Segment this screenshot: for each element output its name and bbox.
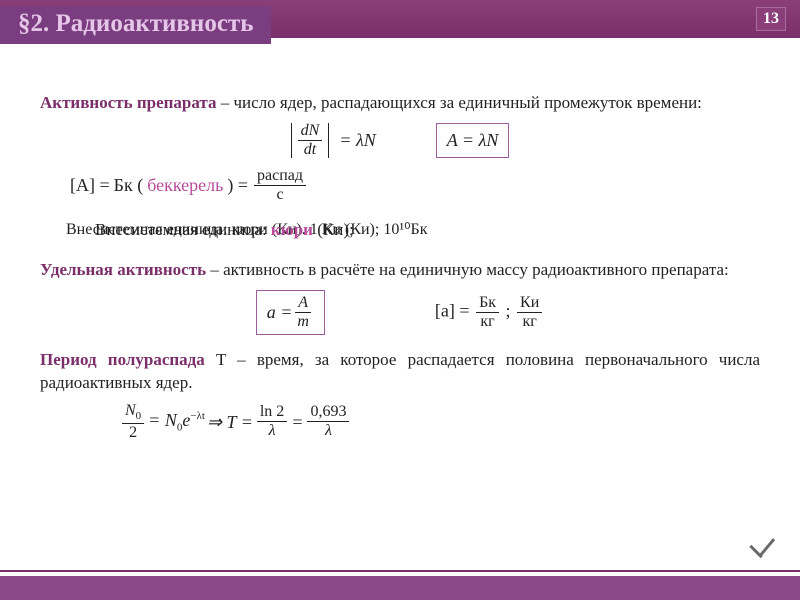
- f3-e1a: = N: [148, 410, 177, 430]
- u1-fnum: распад: [254, 168, 306, 186]
- f3-eq2: =: [291, 410, 303, 434]
- footer-bar: [0, 576, 800, 600]
- term-half-life: Период полураспада: [40, 350, 205, 369]
- def-activity-body: – число ядер, распадающихся за единичный…: [217, 93, 702, 112]
- page-number: 13: [756, 7, 786, 31]
- f3-ln: N0: [122, 403, 144, 424]
- f3-ld: 2: [126, 424, 140, 441]
- cf-a: Внесистемная единица:: [95, 220, 271, 239]
- cf-hl: кюри: [271, 220, 313, 239]
- u1-bk: Бк (: [114, 173, 144, 197]
- f1-den: dt: [301, 141, 319, 158]
- page-number-text: 13: [763, 10, 779, 28]
- definition-half-life: Период полураспада T – время, за которое…: [40, 349, 760, 395]
- f3-eq1: = N0e−λt: [148, 408, 205, 435]
- u1-hl: беккерель: [147, 173, 223, 197]
- u2-d2: кг: [519, 313, 539, 330]
- f2-d: m: [294, 313, 312, 330]
- units-becquerel: [A] = Бк (беккерель) = распадс: [40, 168, 760, 203]
- f2-n: A: [295, 295, 311, 313]
- f3-N: N: [125, 402, 136, 419]
- def-specific-body: – активность в расчёте на единичную масс…: [206, 260, 729, 279]
- formula-half-life: N02 = N0e−λt ⇒ T = ln 2λ = 0,693λ: [40, 403, 760, 441]
- abs-dn-dt: dNdt: [291, 123, 330, 158]
- f3-rn: 0,693: [307, 404, 349, 422]
- f1-num: dN: [298, 123, 323, 141]
- curie-line: Внесистемная единица: кюри (Ки). 1 Ки (К…: [40, 213, 760, 253]
- f1-rhs: = λN: [339, 128, 375, 152]
- formula-boxed-a-m: a = Am: [256, 290, 325, 335]
- f2-lhs: a =: [267, 300, 293, 324]
- curie-front-text: Внесистемная единица: кюри (Ки);: [95, 219, 354, 242]
- formula-boxed-a: A = λN: [436, 123, 510, 157]
- f3-N0: 0: [136, 410, 142, 422]
- u2-d1: кг: [477, 313, 497, 330]
- u2-n1: Бк: [476, 295, 499, 313]
- content-area: Активность препарата – число ядер, распа…: [0, 38, 800, 441]
- u2-sep: ;: [506, 301, 516, 321]
- u1-lhs: [A] =: [70, 173, 110, 197]
- f3-md: λ: [266, 422, 279, 439]
- term-specific: Удельная активность: [40, 260, 206, 279]
- u1-after: ) =: [227, 173, 248, 197]
- definition-specific-activity: Удельная активность – активность в расчё…: [40, 259, 760, 282]
- f3-exp: −λt: [190, 410, 205, 422]
- title-tab: §2. Радиоактивность: [0, 6, 271, 47]
- u2-lhs: [a] =: [435, 301, 474, 321]
- section-title: §2. Радиоактивность: [18, 10, 253, 37]
- f3-rd: λ: [322, 422, 335, 439]
- corner-checkmark-icon: [748, 542, 776, 560]
- definition-activity: Активность препарата – число ядер, распа…: [40, 92, 760, 115]
- formula-activity: dNdt = λN A = λN: [40, 123, 760, 158]
- u2-n2: Ки: [517, 295, 542, 313]
- term-activity: Активность препарата: [40, 93, 217, 112]
- u1-fden: с: [273, 186, 286, 203]
- formula-specific: a = Am [a] = Бккг ; Кикг: [40, 290, 760, 335]
- f3-mn: ln 2: [257, 404, 287, 422]
- units-specific: [a] = Бккг ; Кикг: [435, 295, 544, 330]
- cf-b: (Ки);: [313, 220, 354, 239]
- f3-arrow: ⇒ T =: [207, 410, 253, 434]
